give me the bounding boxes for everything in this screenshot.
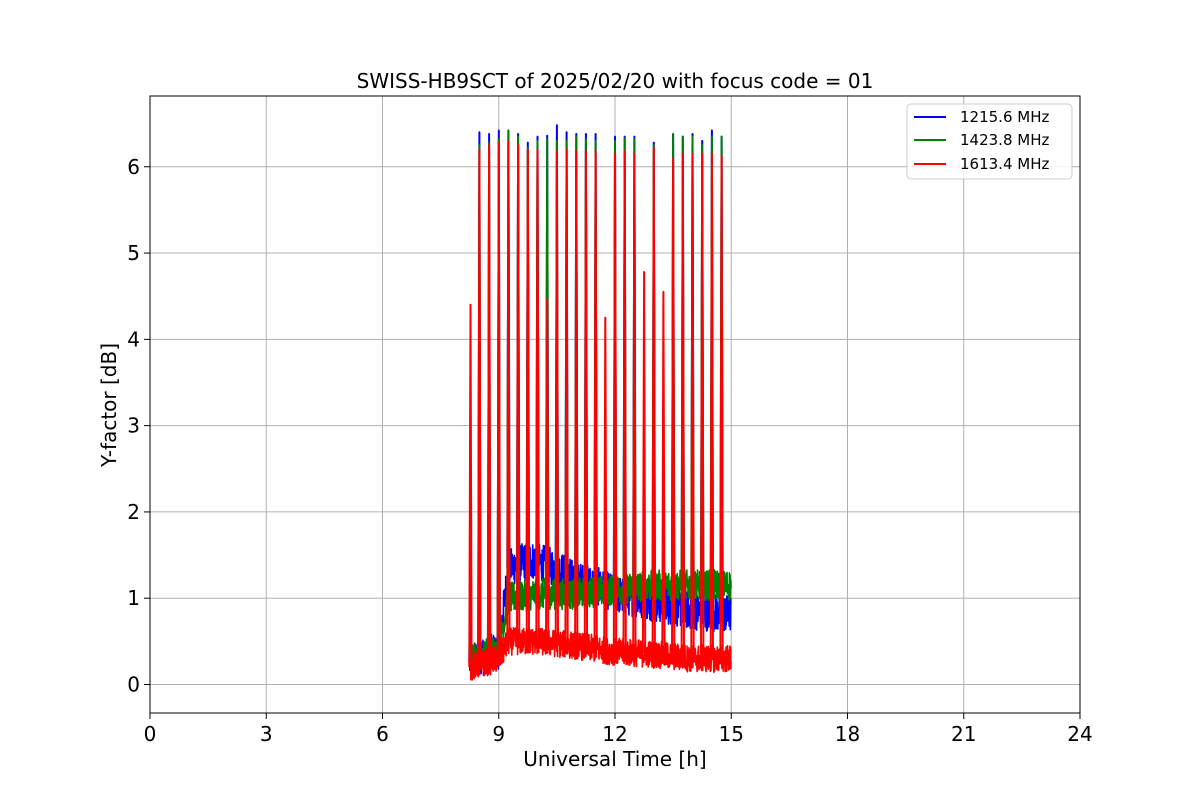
calibration-spike — [486, 144, 492, 662]
legend-label-1613: 1613.4 MHz — [960, 155, 1049, 173]
calibration-spike — [690, 152, 695, 659]
series-line — [468, 542, 732, 677]
series-1613.4-mhz — [468, 139, 732, 681]
x-tick-label: 12 — [602, 722, 627, 746]
calibration-spike — [496, 141, 501, 659]
x-tick-label: 24 — [1067, 722, 1092, 746]
calibration-spike — [632, 152, 637, 654]
calibration-spike — [612, 152, 618, 652]
x-tick-label: 6 — [376, 722, 389, 746]
calibration-spike — [641, 271, 647, 654]
calibration-spike — [709, 152, 714, 659]
y-axis-label: Y-factor [dB] — [97, 343, 121, 468]
series-line — [469, 626, 732, 681]
calibration-spike — [506, 139, 511, 642]
legend-label-1423: 1423.8 MHz — [960, 131, 1049, 149]
calibration-spike — [468, 303, 473, 668]
calibration-spike — [554, 150, 559, 644]
y-tick-label: 4 — [127, 327, 140, 351]
calibration-spike — [535, 148, 540, 642]
chart-title: SWISS-HB9SCT of 2025/02/20 with focus co… — [357, 69, 874, 93]
x-tick-label: 18 — [835, 722, 860, 746]
calibration-spike — [525, 148, 530, 642]
x-axis-label: Universal Time [h] — [523, 747, 706, 771]
calibration-spike — [593, 150, 598, 649]
x-tick-label: 15 — [719, 722, 744, 746]
series-line — [468, 569, 732, 673]
calibration-spike — [603, 316, 608, 651]
y-tick-label: 0 — [127, 673, 140, 697]
plot-area — [468, 124, 732, 681]
y-tick-label: 5 — [127, 241, 140, 265]
calibration-spike — [583, 150, 589, 648]
legend-box — [906, 103, 1073, 180]
y-tick-label: 2 — [127, 500, 140, 524]
calibration-spike — [574, 150, 579, 646]
x-tick-label: 3 — [260, 722, 273, 746]
y-tick-label: 3 — [127, 414, 140, 438]
calibration-spike — [719, 154, 724, 659]
calibration-spike — [661, 290, 666, 656]
y-tick-label: 1 — [127, 586, 140, 610]
legend-label-1215: 1215.6 MHz — [960, 108, 1049, 126]
calibration-spike — [564, 148, 569, 645]
y-tick-label: 6 — [127, 155, 140, 179]
x-tick-label: 9 — [492, 722, 505, 746]
calibration-spike — [680, 152, 685, 658]
calibration-spike — [700, 152, 705, 659]
calibration-spike — [651, 146, 656, 655]
x-tick-label: 0 — [144, 722, 157, 746]
calibration-spike — [516, 144, 521, 642]
x-tick-label: 21 — [951, 722, 976, 746]
calibration-spike — [622, 150, 627, 653]
calibration-spike — [671, 157, 676, 657]
calibration-spike — [477, 148, 482, 665]
legend: 1215.6 MHz 1423.8 MHz 1613.4 MHz — [906, 103, 1073, 180]
calibration-spike — [545, 297, 550, 643]
